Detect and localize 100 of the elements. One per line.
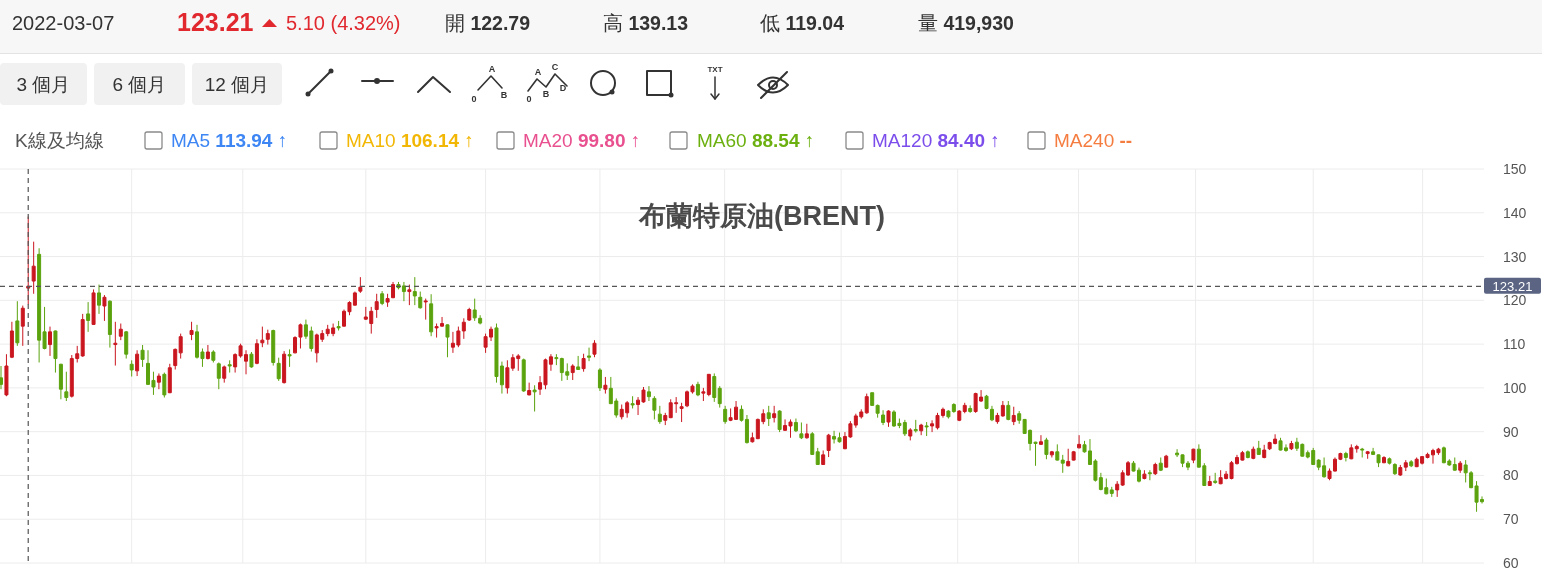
candlestick — [1256, 440, 1261, 456]
candlestick — [1452, 457, 1457, 472]
candlestick — [418, 291, 423, 310]
y-tick-label: 130 — [1503, 248, 1527, 265]
text: MA240 -- — [1054, 130, 1133, 151]
candlestick — [1382, 455, 1386, 464]
text: D — [559, 83, 567, 93]
text: C — [551, 62, 559, 72]
candlestick — [178, 333, 183, 360]
candlestick — [1343, 451, 1348, 462]
text: 12 個月 — [204, 74, 270, 95]
candlestick — [1365, 450, 1370, 460]
candlestick — [1392, 462, 1397, 476]
candlestick — [777, 409, 782, 433]
candlestick — [908, 427, 913, 441]
candlestick — [287, 348, 292, 368]
text: 0 — [471, 94, 477, 104]
candlestick — [48, 326, 52, 357]
candlestick — [423, 298, 428, 321]
text: 低 119.04 — [760, 12, 845, 34]
candlestick — [265, 329, 270, 346]
candlestick — [576, 355, 581, 371]
text: 6 個月 — [112, 74, 167, 95]
candlestick — [1142, 469, 1147, 480]
candlestick — [124, 330, 129, 360]
candlestick — [249, 351, 254, 369]
y-tick-label: 120 — [1503, 292, 1527, 309]
candlestick — [962, 402, 967, 414]
candlestick — [1055, 443, 1060, 462]
candlestick — [102, 294, 107, 322]
ref-line-label: 123.21 — [1492, 278, 1533, 294]
candlestick — [374, 293, 379, 319]
text: MA120 84.40 ↑ — [872, 130, 1000, 151]
candlestick — [723, 405, 728, 425]
candlestick — [86, 301, 91, 333]
candlestick — [97, 284, 101, 315]
y-tick-label: 110 — [1503, 336, 1526, 353]
text: MA10 106.14 ↑ — [346, 130, 474, 151]
candlestick — [989, 405, 994, 422]
candlestick — [216, 362, 221, 390]
candlestick — [527, 382, 532, 396]
candlestick — [663, 412, 668, 426]
text: TXT — [707, 65, 723, 74]
candlestick — [276, 357, 281, 382]
candlestick — [254, 338, 259, 365]
candlestick — [826, 433, 831, 458]
candlestick — [227, 359, 232, 374]
candlestick — [1066, 448, 1071, 467]
candlestick — [15, 300, 20, 347]
text: MA60 88.54 ↑ — [697, 130, 815, 151]
candlestick — [603, 376, 608, 395]
candlestick — [358, 276, 363, 294]
candlestick — [772, 405, 777, 423]
candlestick — [385, 293, 390, 308]
candlestick — [804, 423, 809, 440]
candlestick — [679, 402, 684, 423]
candlestick — [380, 290, 385, 306]
candlestick — [957, 409, 962, 422]
y-tick-label: 140 — [1503, 204, 1527, 221]
candlestick — [260, 326, 265, 348]
candlestick — [1458, 460, 1463, 474]
candlestick — [924, 421, 929, 437]
candlestick — [581, 353, 586, 373]
candlestick — [570, 363, 575, 381]
y-tick-label: 60 — [1503, 555, 1519, 571]
candlestick — [1049, 450, 1054, 458]
text: 2022-03-07 — [12, 12, 115, 34]
text: A — [488, 64, 496, 74]
candlestick — [107, 299, 112, 349]
candlestick — [1109, 486, 1114, 498]
y-tick-label: 150 — [1503, 161, 1527, 177]
candlestick — [717, 385, 722, 409]
candlestick — [129, 359, 134, 378]
candlestick — [646, 385, 651, 402]
candlestick — [1387, 457, 1392, 465]
candlestick — [336, 320, 341, 332]
text: MA20 99.80 ↑ — [523, 130, 641, 151]
candlestick — [282, 350, 287, 385]
candlestick — [1060, 454, 1065, 474]
candlestick — [20, 305, 25, 347]
candlestick — [919, 423, 924, 436]
candlestick — [1038, 434, 1043, 446]
candlestick — [173, 347, 178, 370]
candlestick — [113, 321, 118, 367]
candlestick — [271, 329, 276, 367]
candlestick — [429, 293, 434, 337]
candlestick — [1006, 400, 1011, 421]
candlestick — [1191, 448, 1196, 464]
y-tick-label: 90 — [1503, 423, 1519, 440]
candlestick — [407, 284, 412, 306]
candlestick — [810, 431, 815, 456]
candlestick — [1251, 446, 1256, 460]
candlestick — [31, 241, 36, 295]
text: A — [534, 67, 542, 77]
candlestick — [205, 344, 210, 360]
text: B — [542, 89, 550, 99]
candlestick — [391, 281, 396, 299]
candlestick — [815, 447, 820, 466]
candlestick — [532, 384, 537, 413]
text: 123.21 — [177, 8, 254, 36]
